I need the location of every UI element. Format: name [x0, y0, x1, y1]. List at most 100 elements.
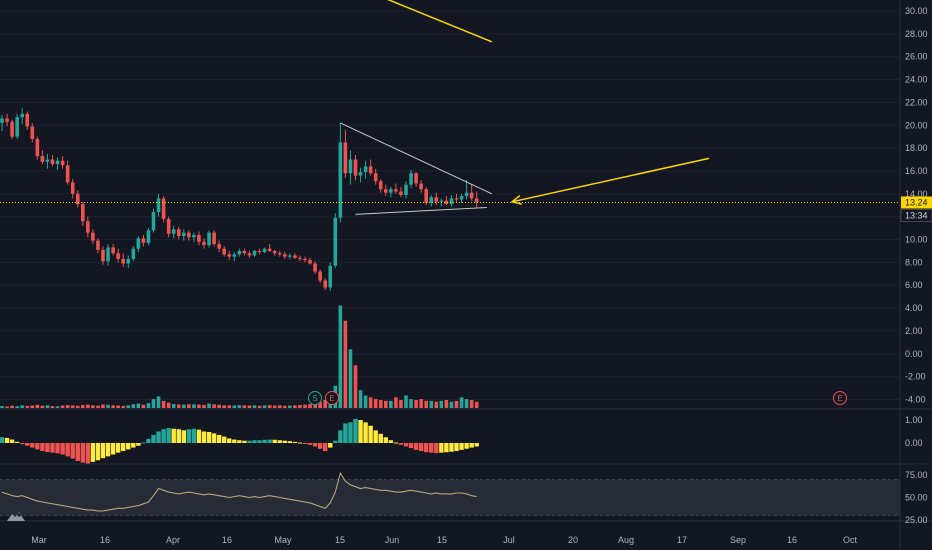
candle-body: [363, 166, 368, 173]
volume-bar: [373, 399, 378, 408]
volume-bar: [429, 400, 434, 408]
candle-body: [277, 253, 282, 255]
volume-bars: [0, 305, 479, 408]
volume-bar: [166, 402, 171, 408]
volume-bar: [389, 400, 393, 408]
macd-bar: [413, 443, 419, 450]
macd-bar: [348, 422, 353, 443]
candle-body: [298, 257, 302, 259]
candle-body: [227, 254, 232, 257]
volume-bar: [30, 405, 35, 408]
price-tick-label: 22.00: [905, 97, 928, 107]
candle-body: [454, 198, 459, 200]
candle-body: [45, 159, 50, 162]
tradingview-logo-icon[interactable]: [6, 509, 26, 523]
volume-bar: [308, 403, 312, 408]
macd-bar: [232, 439, 237, 443]
candle-body: [303, 258, 307, 261]
macd-axis: 1.00 0.00: [905, 415, 923, 448]
volume-bar: [121, 405, 125, 408]
candle-body: [394, 189, 398, 192]
volume-bar: [384, 400, 388, 408]
volume-bar: [10, 405, 14, 408]
candle-body: [237, 250, 242, 255]
macd-bar: [444, 443, 449, 453]
macd-bar: [126, 443, 131, 450]
volume-bar: [469, 399, 474, 408]
rsi-band: [0, 479, 900, 516]
volume-bar: [474, 401, 479, 408]
macd-bar: [393, 442, 399, 444]
candle-body: [30, 126, 35, 139]
price-tick-label: 6.00: [905, 280, 923, 290]
volume-bar: [86, 404, 90, 408]
macd-bar: [60, 443, 65, 455]
volume-bar: [454, 400, 459, 408]
volume-bar: [358, 390, 363, 408]
volume-bar: [91, 405, 95, 408]
candle-body: [192, 234, 196, 238]
event-badge-label: E: [837, 394, 842, 403]
date-axis[interactable]: Mar 16 Apr 16 May 15 Jun 15 Jul 20 Aug 17 Sep 16 Oct: [31, 535, 857, 545]
date-tick-label: May: [274, 535, 292, 545]
price-candles[interactable]: [0, 108, 479, 291]
volume-bar: [75, 405, 80, 408]
volume-bar: [81, 404, 85, 408]
candle-body: [222, 248, 226, 255]
price-tick-label: 14.00: [905, 189, 928, 199]
volume-bar: [212, 404, 216, 408]
date-tick-label: 17: [677, 535, 687, 545]
candle-body: [358, 172, 363, 176]
macd-bar: [398, 443, 404, 445]
macd-bar: [449, 443, 454, 452]
candle-body: [166, 218, 171, 234]
volume-bar: [136, 403, 141, 408]
macd-bar: [388, 440, 394, 443]
volume-bar: [313, 403, 317, 408]
macd-bar: [287, 441, 293, 443]
candle-body: [86, 221, 90, 233]
candle-body: [91, 232, 95, 241]
date-tick-label: 16: [787, 535, 797, 545]
macd-bar: [131, 443, 136, 448]
drawing-annotations[interactable]: [0, 0, 900, 215]
candle-body: [469, 192, 474, 199]
macd-bar: [464, 443, 469, 449]
volume-bar: [151, 399, 156, 408]
volume-bar: [45, 405, 50, 408]
event-badge-label: S: [312, 394, 317, 403]
volume-bar: [171, 403, 176, 408]
price-tick-label: 8.00: [905, 257, 923, 267]
arrow-head: [510, 195, 522, 205]
macd-tick-label: 1.00: [905, 415, 923, 425]
price-tick-label: 0.00: [905, 349, 923, 359]
price-axis[interactable]: 30.00 28.00 26.00 24.00 22.00 20.00 18.00 16.00…: [905, 6, 928, 404]
volume-bar: [353, 365, 358, 408]
macd-bar: [186, 429, 192, 443]
volume-bar: [464, 399, 469, 408]
candle-body: [378, 181, 383, 190]
macd-bar: [45, 443, 50, 453]
macd-bar: [136, 443, 141, 446]
macd-bar: [282, 440, 287, 443]
macd-bar: [121, 443, 126, 452]
macd-bar: [156, 431, 161, 443]
volume-bar: [323, 399, 327, 408]
candle-body: [293, 255, 297, 258]
date-tick-label: 16: [222, 535, 232, 545]
volume-bar: [60, 405, 65, 408]
candle-body: [439, 200, 444, 202]
candle-body: [202, 241, 206, 246]
candle-body: [444, 200, 449, 205]
macd-bar: [247, 440, 252, 443]
macd-bar: [201, 431, 207, 443]
volume-bar: [434, 401, 439, 408]
volume-bar: [55, 406, 60, 408]
candle-body: [75, 193, 80, 205]
macd-bar: [434, 443, 439, 454]
volume-bar: [293, 405, 297, 408]
candle-body: [424, 189, 428, 203]
